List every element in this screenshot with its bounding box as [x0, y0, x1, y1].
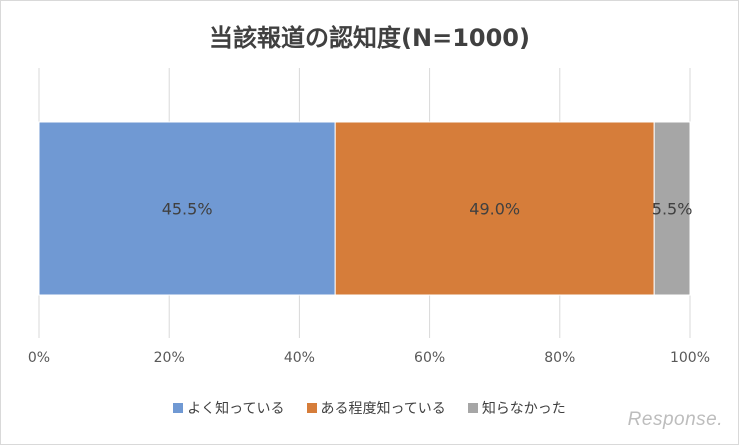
legend-swatch	[173, 403, 184, 413]
bar-segment	[653, 121, 691, 296]
legend-item: よく知っている	[173, 398, 285, 418]
data-label: 49.0%	[469, 200, 520, 219]
legend-swatch	[467, 403, 478, 413]
legend-swatch	[306, 403, 317, 413]
x-tick-label: 20%	[154, 350, 185, 366]
chart-title: 当該報道の認知度(N=1000)	[209, 24, 530, 52]
data-label: 45.5%	[162, 200, 213, 219]
legend-item: ある程度知っている	[306, 398, 446, 418]
legend-label: 知らなかった	[481, 401, 566, 417]
legend-label: よく知っている	[187, 401, 285, 417]
data-label: 5.5%	[652, 200, 693, 219]
chart-legend: よく知っている ある程度知っている 知らなかった	[0, 398, 739, 418]
legend-label: ある程度知っている	[320, 401, 446, 417]
bar-segment	[38, 121, 336, 296]
x-tick-label: 0%	[28, 350, 50, 366]
x-tick-label: 60%	[414, 350, 445, 366]
x-tick-label: 100%	[670, 350, 710, 366]
bar-segment	[334, 121, 655, 296]
response-watermark: Response.	[627, 409, 723, 430]
legend-item: 知らなかった	[467, 398, 566, 418]
x-tick-label: 40%	[284, 350, 315, 366]
x-tick-label: 80%	[544, 350, 575, 366]
